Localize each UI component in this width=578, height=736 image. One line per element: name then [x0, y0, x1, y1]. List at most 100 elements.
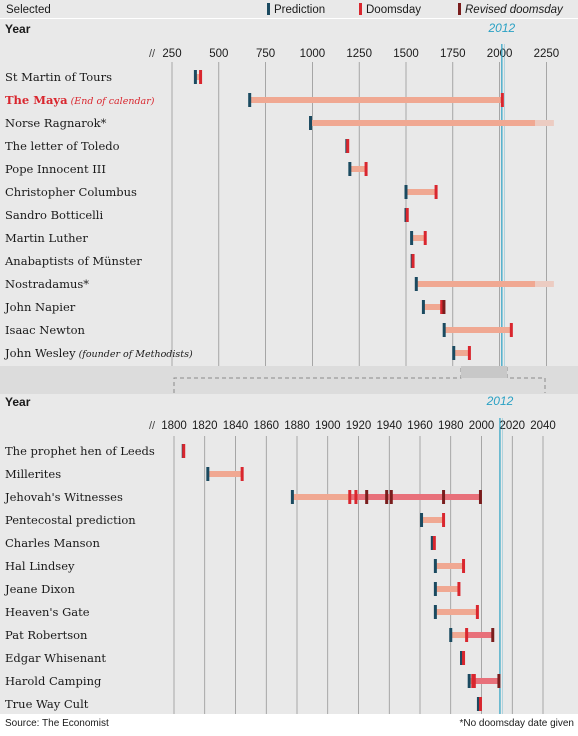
prediction-marker [193, 70, 197, 84]
bottom-panel-bg [0, 394, 578, 714]
doomsday-marker [442, 513, 446, 527]
open-fade [535, 281, 578, 287]
row-label-text: Sandro Botticelli [5, 208, 103, 222]
tick-label: 2040 [530, 420, 556, 432]
row-label-text: Harold Camping [5, 674, 102, 688]
tick-label: 250 [162, 48, 181, 60]
row-label-note: (End of calendar) [68, 96, 155, 107]
row-label-note: (founder of Methodists) [76, 349, 193, 360]
row-label: The letter of Toledo [5, 139, 120, 153]
prediction-marker [460, 651, 464, 665]
doomsday-marker [364, 162, 368, 176]
row-label: Jeane Dixon [4, 582, 75, 596]
doomsday-marker [465, 628, 469, 642]
row-label-text: John Wesley [4, 346, 76, 360]
legend-revised-label: Revised doomsday [465, 4, 564, 16]
zoom-window [461, 366, 507, 378]
range-bar [310, 120, 554, 126]
range-bar [207, 471, 242, 477]
prediction-marker [348, 162, 352, 176]
revised-bar [472, 678, 499, 684]
tick-label: 1960 [407, 420, 433, 432]
revised-bar [466, 632, 493, 638]
row-label-text: Charles Manson [5, 536, 100, 550]
doomsday-marker [462, 559, 466, 573]
range-bar [349, 166, 366, 172]
legend-doomsday-swatch [359, 3, 362, 15]
range-bar [249, 97, 502, 103]
row-label: Pat Robertson [5, 628, 88, 642]
legend-prediction-swatch [267, 3, 270, 15]
doomsday-marker [457, 582, 461, 596]
tick-label: 2250 [534, 48, 560, 60]
tick-label: 1750 [440, 48, 466, 60]
open-fade [535, 120, 578, 126]
doomsday-marker [354, 490, 358, 504]
row-label: Norse Ragnarok* [5, 116, 107, 130]
revised-marker [442, 490, 446, 504]
row-label: Sandro Botticelli [5, 208, 103, 222]
tick-label: 1840 [223, 420, 249, 432]
row-label: Pope Innocent III [5, 162, 106, 176]
revised-marker [365, 490, 369, 504]
tick-label: 2020 [499, 420, 525, 432]
range-bar [411, 235, 425, 241]
row-label: Isaac Newton [5, 323, 86, 337]
axis-break-mark: // [149, 420, 156, 432]
range-bar [453, 350, 469, 356]
bottom-panel: Year // 1800 1820 1840 1860 1880 1900 1920 1940 19… [4, 394, 556, 714]
prediction-marker [206, 467, 210, 481]
legend-selected-label[interactable]: Selected [6, 4, 51, 16]
prediction-marker [430, 536, 434, 550]
prediction-marker [420, 513, 424, 527]
note-text: *No doomsday date given [459, 718, 574, 729]
prediction-marker [290, 490, 294, 504]
range-bar [435, 586, 459, 592]
range-bar [435, 563, 464, 569]
tick-label: 1820 [192, 420, 218, 432]
year-2012-label: 2012 [487, 21, 515, 35]
doomsday-marker [509, 323, 513, 337]
doomsday-marker [432, 536, 436, 550]
row-label-text: Millerites [5, 467, 61, 481]
tick-label: 1800 [161, 420, 187, 432]
row-label: Heaven's Gate [5, 605, 90, 619]
tick-label: 500 [209, 48, 228, 60]
year-2012-label: 2012 [486, 394, 514, 408]
revised-marker [491, 628, 495, 642]
doomsday-marker [471, 674, 475, 688]
prediction-marker [442, 323, 446, 337]
legend-doomsday-label: Doomsday [366, 4, 421, 16]
range-bar [416, 281, 554, 287]
prediction-marker [248, 93, 252, 107]
legend-bar [0, 0, 578, 18]
row-label: The prophet hen of Leeds [5, 444, 155, 458]
doomsday-marker [182, 444, 186, 458]
doomsday-marker [348, 490, 352, 504]
prediction-marker [404, 185, 408, 199]
row-label-text: Pope Innocent III [5, 162, 106, 176]
row-label: Pentecostal prediction [5, 513, 136, 527]
row-label-text: Pat Robertson [5, 628, 88, 642]
row-label: Hal Lindsey [5, 559, 75, 573]
row-label: Anabaptists of Münster [4, 254, 142, 268]
row-label-text: Pentecostal prediction [5, 513, 136, 527]
prediction-marker [452, 346, 456, 360]
row-label-text: The Maya [5, 93, 68, 107]
row-label-text: Hal Lindsey [5, 559, 75, 573]
row-label-text: Isaac Newton [5, 323, 86, 337]
row-label: Harold Camping [5, 674, 102, 688]
prediction-marker [414, 277, 418, 291]
doomsday-marker [440, 300, 444, 314]
row-label-text: Norse Ragnarok* [5, 116, 107, 130]
revised-marker [389, 490, 393, 504]
row-label: St Martin of Tours [5, 70, 112, 84]
row-label-text: Heaven's Gate [5, 605, 90, 619]
row-label: The Maya (End of calendar) [5, 93, 155, 107]
range-bar [444, 327, 511, 333]
tick-label: 1980 [438, 420, 464, 432]
prediction-marker [467, 674, 471, 688]
range-bar [406, 189, 436, 195]
legend-revised-swatch [458, 3, 461, 15]
